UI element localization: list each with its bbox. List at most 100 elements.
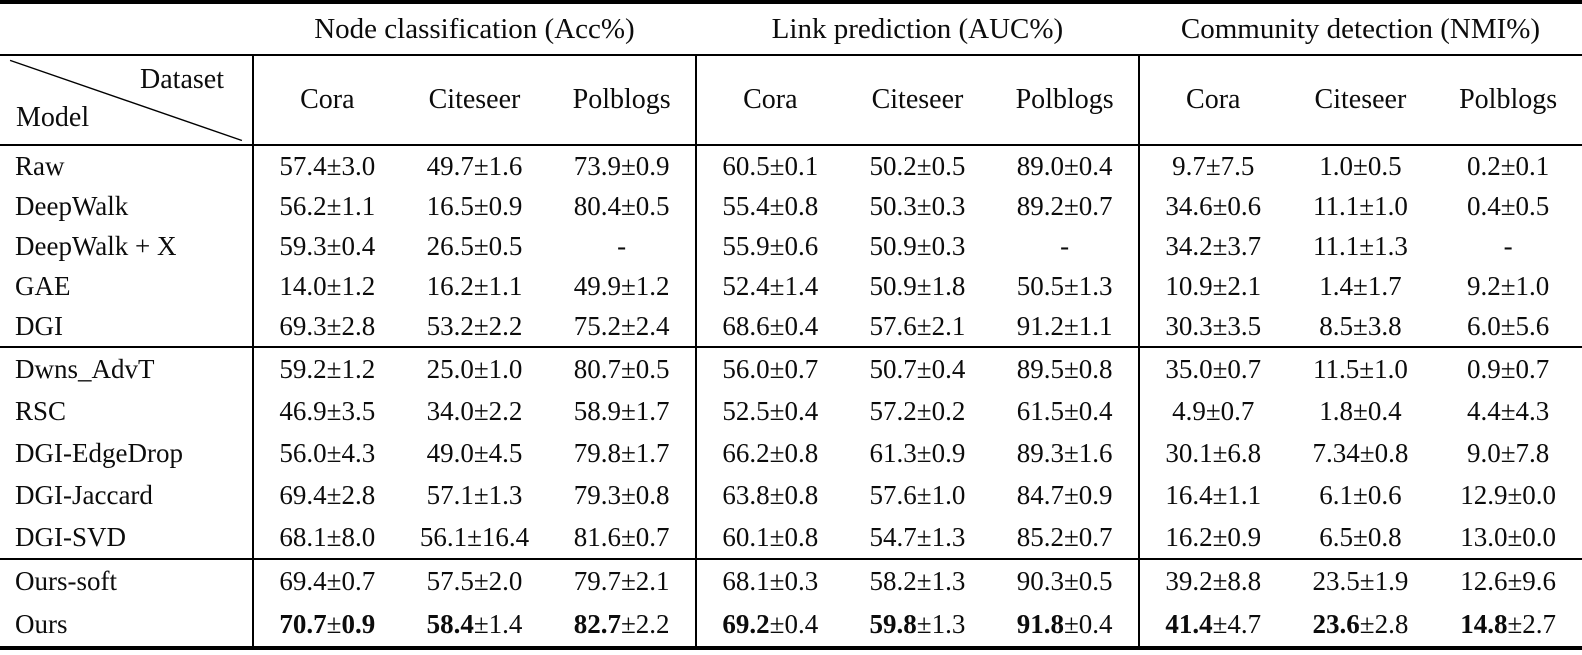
metric-part-bold: 59.8 bbox=[869, 609, 917, 639]
metric-cell: 12.9±0.0 bbox=[1460, 479, 1557, 510]
metric-cell: 25.0±1.0 bbox=[426, 353, 523, 384]
metric-cell: 61.5±0.4 bbox=[1016, 395, 1113, 426]
metric-cell: 50.3±0.3 bbox=[869, 190, 966, 221]
model-name: Dwns_AdvT bbox=[15, 353, 155, 384]
dataset-header-cora-lp: Cora bbox=[694, 55, 844, 146]
model-name: GAE bbox=[15, 270, 71, 301]
empty-corner-cell bbox=[0, 2, 253, 56]
metric-cell: 59.2±1.2 bbox=[252, 347, 401, 390]
metric-cell: 7.34±0.8 bbox=[1312, 437, 1409, 468]
metric-cell: 11.5±1.0 bbox=[1313, 353, 1408, 384]
table-row-dgi: DGI 69.3±2.8 53.2±2.2 75.2±2.4 68.6±0.4 57.6±… bbox=[0, 306, 1582, 348]
table-row-dgi-jaccard: DGI-Jaccard 69.4±2.8 57.1±1.3 79.3±0.8 63.8±… bbox=[0, 474, 1582, 516]
table-row-deepwalk: DeepWalk 56.2±1.1 16.5±0.9 80.4±0.5 55.4±0.8… bbox=[0, 186, 1582, 226]
metric-part: ±1.4 bbox=[473, 609, 523, 639]
metric-part-bold: 69.2 bbox=[722, 609, 770, 639]
metric-cell: 63.8±0.8 bbox=[694, 474, 844, 516]
metric-cell: 26.5±0.5 bbox=[426, 230, 523, 261]
metric-cell: 46.9±3.5 bbox=[252, 390, 401, 432]
metric-cell: 1.8±0.4 bbox=[1319, 395, 1402, 426]
model-name: DGI-SVD bbox=[0, 516, 253, 560]
dataset-header-citeseer-cd: Citeseer bbox=[1286, 55, 1435, 146]
metric-cell: 23.6±2.8 bbox=[1287, 603, 1435, 648]
metric-cell: 52.4±1.4 bbox=[694, 266, 844, 306]
metric-cell: 56.0±4.3 bbox=[252, 432, 401, 474]
metric-cell: 13.0±0.0 bbox=[1434, 516, 1582, 560]
metric-cell: 9.7±7.5 bbox=[1137, 145, 1287, 186]
metric-cell: 50.9±1.8 bbox=[869, 270, 966, 301]
metric-cell: - bbox=[1060, 230, 1070, 261]
metric-cell: 50.7±0.4 bbox=[869, 353, 966, 384]
metric-cell: 6.1±0.6 bbox=[1319, 479, 1402, 510]
dataset-header-cora-nc: Cora bbox=[252, 55, 401, 146]
metric-cell: 68.1±8.0 bbox=[252, 516, 401, 560]
metric-part: ±2.8 bbox=[1359, 609, 1409, 639]
corner-model-label: Model bbox=[16, 102, 90, 133]
metric-cell: 11.1±1.0 bbox=[1313, 190, 1408, 221]
metric-cell: 10.9±2.1 bbox=[1137, 266, 1287, 306]
metric-cell: 52.5±0.4 bbox=[694, 390, 844, 432]
metric-part: ±2.2 bbox=[620, 609, 670, 639]
metric-cell: 58.2±1.3 bbox=[869, 566, 966, 596]
metric-cell: 55.4±0.8 bbox=[694, 186, 844, 226]
metric-cell: 34.2±3.7 bbox=[1137, 226, 1287, 266]
metric-cell: 41.4±4.7 bbox=[1137, 603, 1287, 648]
metric-cell: 58.4±1.4 bbox=[401, 603, 549, 648]
metric-part-bold: 41.4 bbox=[1165, 609, 1213, 639]
metric-cell: 59.3±0.4 bbox=[252, 226, 401, 266]
metric-cell: 50.5±1.3 bbox=[1016, 270, 1113, 301]
model-name: Raw bbox=[15, 150, 65, 181]
metric-cell: 84.7±0.9 bbox=[1016, 479, 1113, 510]
metric-part: ±0.4 bbox=[769, 609, 819, 639]
metric-cell: 90.3±0.5 bbox=[1016, 566, 1113, 596]
metric-part-bold: 0.9 bbox=[341, 609, 376, 639]
metric-cell: 50.2±0.5 bbox=[869, 150, 966, 181]
metric-part-bold: 91.8 bbox=[1016, 609, 1064, 639]
metric-cell: 30.3±3.5 bbox=[1137, 306, 1287, 348]
metric-cell: 53.2±2.2 bbox=[400, 306, 549, 348]
metric-part: ±4.7 bbox=[1212, 609, 1262, 639]
metric-part-bold: 23.6 bbox=[1312, 609, 1360, 639]
metric-cell: 16.2±0.9 bbox=[1137, 516, 1287, 560]
metric-cell: 68.1±0.3 bbox=[694, 559, 844, 603]
dataset-header-citeseer-lp: Citeseer bbox=[843, 55, 992, 146]
metric-part-bold: 70.7 bbox=[279, 609, 327, 639]
metric-cell: - bbox=[617, 230, 627, 261]
metric-cell: - bbox=[1503, 230, 1513, 261]
metric-cell: 69.2±0.4 bbox=[694, 603, 844, 648]
metric-cell: 6.0±5.6 bbox=[1434, 306, 1582, 348]
metric-cell: 34.6±0.6 bbox=[1137, 186, 1287, 226]
metric-cell: 69.4±2.8 bbox=[252, 474, 401, 516]
dataset-header-row: Dataset Model Cora Citeseer Polblogs Cor… bbox=[0, 55, 1582, 146]
metric-part-bold: 82.7 bbox=[573, 609, 621, 639]
metric-cell: 16.4±1.1 bbox=[1137, 474, 1287, 516]
metric-cell: 1.0±0.5 bbox=[1319, 150, 1402, 181]
metric-part: ±1.3 bbox=[916, 609, 966, 639]
metric-cell: 81.6±0.7 bbox=[548, 516, 696, 560]
task-header-community-detection: Community detection (NMI%) bbox=[1138, 2, 1582, 56]
metric-cell: 69.3±2.8 bbox=[252, 306, 401, 348]
metric-cell: 30.1±6.8 bbox=[1137, 432, 1287, 474]
metric-cell: 16.5±0.9 bbox=[426, 190, 523, 221]
metric-cell: 16.2±1.1 bbox=[426, 270, 523, 301]
corner-cell: Dataset Model bbox=[0, 55, 253, 146]
metric-cell: 1.4±1.7 bbox=[1319, 270, 1402, 301]
metric-cell: 60.1±0.8 bbox=[694, 516, 844, 560]
metric-cell: 11.1±1.3 bbox=[1313, 230, 1408, 261]
metric-part: ±2.7 bbox=[1507, 609, 1557, 639]
metric-cell: 55.9±0.6 bbox=[694, 226, 844, 266]
dataset-header-polblogs-cd: Polblogs bbox=[1434, 55, 1582, 146]
dataset-header-citeseer-nc: Citeseer bbox=[400, 55, 549, 146]
metric-part: ± bbox=[326, 609, 342, 639]
task-header-row: Node classification (Acc%) Link predicti… bbox=[0, 2, 1582, 56]
metric-cell: 8.5±3.8 bbox=[1286, 306, 1435, 348]
metric-cell: 57.4±3.0 bbox=[252, 145, 401, 186]
metric-cell: 89.2±0.7 bbox=[1016, 190, 1113, 221]
model-name: DGI-EdgeDrop bbox=[15, 437, 183, 468]
table-row-ours-soft: Ours-soft 69.4±0.7 57.5±2.0 79.7±2.1 68.1±0.… bbox=[0, 559, 1582, 603]
metric-cell: 0.9±0.7 bbox=[1466, 353, 1550, 384]
metric-cell: 91.2±1.1 bbox=[991, 306, 1139, 348]
metric-cell: 49.0±4.5 bbox=[426, 437, 523, 468]
diagonal-divider-line bbox=[0, 56, 252, 144]
